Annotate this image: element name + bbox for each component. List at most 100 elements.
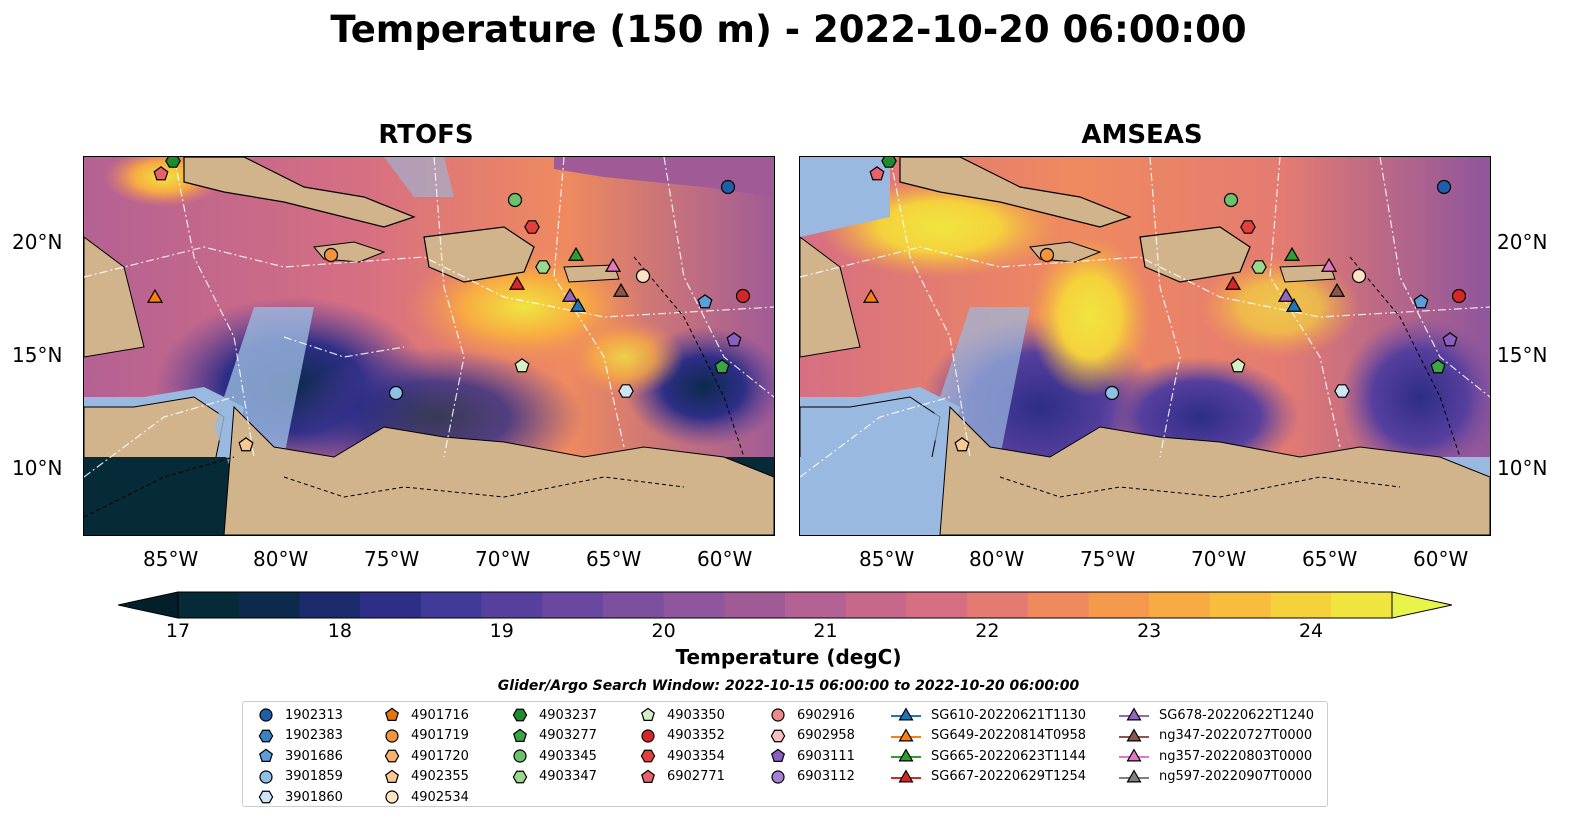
- colorbar-segment: [724, 592, 786, 618]
- legend-item: SG667-20220629T1254: [891, 767, 1086, 787]
- legend-triangle-icon: [1119, 748, 1149, 762]
- legend-item: SG649-20220814T0958: [891, 726, 1086, 746]
- legend-item: 4903345: [511, 746, 597, 766]
- profile-marker-SG610-20220621T1130[interactable]: [569, 297, 587, 312]
- profile-marker-4901719[interactable]: [323, 247, 339, 263]
- legend-item: SG678-20220622T1240: [1119, 705, 1314, 725]
- profile-marker-SG665-20220623T1144[interactable]: [567, 246, 585, 261]
- profile-marker-SG667-20220629T1254[interactable]: [508, 275, 526, 290]
- profile-marker-4903350[interactable]: [514, 358, 530, 373]
- profile-marker-SG667-20220629T1254[interactable]: [1224, 275, 1242, 290]
- profile-marker-4903352[interactable]: [1451, 288, 1467, 304]
- legend-triangle-icon: [1119, 727, 1149, 741]
- colorbar-extend-high: [1391, 591, 1453, 619]
- profile-marker-ng357-20220803T0000[interactable]: [604, 257, 622, 272]
- profile-marker-6903111[interactable]: [1442, 332, 1458, 347]
- profile-marker-6902771[interactable]: [869, 166, 885, 181]
- profile-marker-4903347[interactable]: [535, 260, 551, 274]
- profile-marker-4903354[interactable]: [1240, 220, 1256, 234]
- profile-marker-4902534[interactable]: [1351, 268, 1367, 284]
- profile-marker-4902534[interactable]: [635, 268, 651, 284]
- legend-hexagon-icon: [640, 749, 656, 763]
- legend-circle-icon: [641, 728, 655, 743]
- lat-tick-label: 20°N: [12, 230, 63, 254]
- legend-item: 4903350: [639, 705, 725, 725]
- profile-marker-SG665-20220623T1144[interactable]: [1283, 246, 1301, 261]
- legend-item-label: SG667-20220629T1254: [931, 769, 1087, 784]
- profile-marker-4903354[interactable]: [524, 220, 540, 234]
- legend-triangle-icon: [891, 707, 921, 721]
- legend-circle-icon: [771, 708, 785, 722]
- profile-marker-SG649-20220814T0958[interactable]: [862, 288, 880, 303]
- profile-marker-ng347-20220727T0000[interactable]: [1328, 282, 1346, 297]
- profile-marker-SG678-20220622T1240[interactable]: [1277, 287, 1295, 302]
- lon-tick-label: 70°W: [475, 547, 531, 571]
- legend-item-label: ng357-20220803T0000: [1159, 748, 1313, 764]
- profile-marker-SG610-20220621T1130[interactable]: [1285, 297, 1303, 312]
- legend-item-label: 1902383: [285, 728, 343, 743]
- legend-item-label: SG610-20220621T1130: [931, 707, 1087, 723]
- profile-marker-3901686[interactable]: [1413, 294, 1429, 309]
- legend-item: 3901859: [257, 767, 343, 787]
- lon-tick-label: 75°W: [364, 547, 420, 571]
- profile-marker-3901686[interactable]: [697, 294, 713, 309]
- profile-marker-4901719[interactable]: [1039, 247, 1055, 263]
- profile-marker-1902313[interactable]: [720, 179, 736, 195]
- colorbar-tick-label: 19: [489, 620, 514, 642]
- profile-marker-4903345[interactable]: [507, 192, 523, 208]
- profile-marker-3901859[interactable]: [388, 385, 404, 401]
- legend-item-label: 4903345: [539, 748, 597, 764]
- colorbar-segment: [1149, 592, 1211, 618]
- profile-marker-3901859[interactable]: [1104, 385, 1120, 401]
- lon-tick-label: 60°W: [1413, 547, 1469, 571]
- profile-marker-4903350[interactable]: [1230, 358, 1246, 373]
- legend-item: 1902383: [257, 726, 343, 746]
- profile-marker-4903347[interactable]: [1251, 260, 1267, 274]
- legend-triangle-icon: [1119, 707, 1149, 721]
- legend-item-label: 4903277: [539, 728, 597, 743]
- legend-item: 4901716: [383, 705, 469, 725]
- profile-marker-4903237[interactable]: [165, 157, 181, 168]
- legend-item: 4901719: [383, 726, 469, 746]
- profile-marker-6902771[interactable]: [153, 166, 169, 181]
- lat-tick-label: 15°N: [1497, 343, 1548, 367]
- colorbar-ticks: 17 18 19 20 21 22 23 24: [0, 620, 1577, 650]
- legend-item-label: SG649-20220814T0958: [931, 728, 1087, 743]
- profile-marker-4903345[interactable]: [1223, 192, 1239, 208]
- map-rtofs[interactable]: [83, 156, 775, 536]
- colorbar-segment: [602, 592, 665, 618]
- legend-item: 1902313: [257, 705, 343, 725]
- profile-marker-4903352[interactable]: [735, 288, 751, 304]
- colorbar-segment: [1209, 592, 1272, 618]
- lon-tick-label: 65°W: [1302, 547, 1358, 571]
- lon-tick-label: 75°W: [1080, 547, 1136, 571]
- profile-marker-3901860[interactable]: [1334, 384, 1350, 398]
- profile-marker-1902313[interactable]: [1436, 179, 1452, 195]
- map-amseas[interactable]: [799, 156, 1491, 536]
- colorbar-segment: [1270, 592, 1332, 618]
- profile-marker-SG678-20220622T1240[interactable]: [561, 287, 579, 302]
- profile-marker-ng357-20220803T0000[interactable]: [1320, 257, 1338, 272]
- profile-marker-4903277[interactable]: [714, 359, 730, 374]
- legend-item-label: 4902534: [411, 789, 469, 805]
- lon-tick-label: 85°W: [143, 547, 199, 571]
- profile-marker-4902355[interactable]: [954, 437, 970, 452]
- profile-marker-4903277[interactable]: [1430, 359, 1446, 374]
- profile-marker-4903237[interactable]: [881, 157, 897, 168]
- profile-marker-SG649-20220814T0958[interactable]: [146, 288, 164, 303]
- legend-item: 4903277: [511, 726, 597, 746]
- legend-item: 4902355: [383, 767, 469, 787]
- lat-tick-label: 10°N: [1497, 456, 1548, 480]
- profile-marker-6903111[interactable]: [726, 332, 742, 347]
- colorbar-tick-label: 23: [1137, 620, 1162, 642]
- lon-tick-label: 70°W: [1191, 547, 1247, 571]
- profile-marker-ng347-20220727T0000[interactable]: [612, 282, 630, 297]
- profile-marker-3901860[interactable]: [618, 384, 634, 398]
- legend-item-label: 4901720: [411, 748, 469, 764]
- lat-tick-label: 15°N: [12, 343, 63, 367]
- legend-triangle-icon: [1119, 768, 1149, 782]
- legend-item-label: ng347-20220727T0000: [1159, 728, 1313, 743]
- legend-item-label: 4903352: [667, 728, 725, 743]
- profile-marker-4902355[interactable]: [238, 437, 254, 452]
- legend-item-label: 6902958: [797, 728, 855, 743]
